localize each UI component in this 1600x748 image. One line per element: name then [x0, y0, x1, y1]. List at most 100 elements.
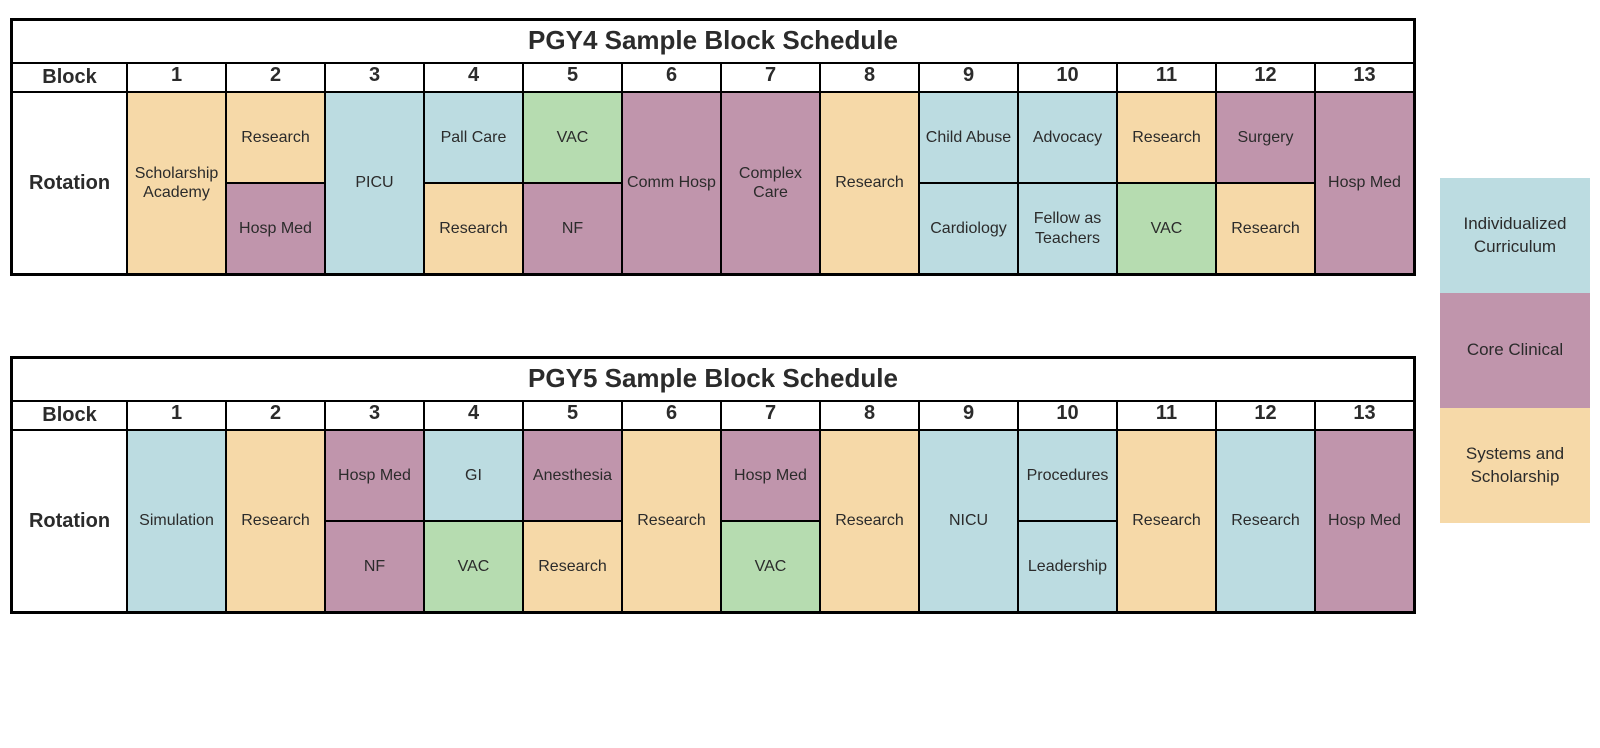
block-column: AnesthesiaResearch: [524, 431, 623, 611]
block-column: Complex Care: [722, 93, 821, 273]
block-number-header: 5: [524, 64, 623, 91]
block-number-header: 13: [1316, 64, 1413, 91]
block-column: Comm Hosp: [623, 93, 722, 273]
rotation-cell: Research: [1118, 431, 1215, 611]
rotation-cell: Hosp Med: [1316, 93, 1413, 273]
block-column: Simulation: [128, 431, 227, 611]
block-column: Hosp Med: [1316, 93, 1413, 273]
block-number-header: 12: [1217, 402, 1316, 429]
rotation-cell: Hosp Med: [326, 431, 423, 522]
rotation-cell: Research: [1217, 431, 1314, 611]
rotation-cell: VAC: [524, 93, 621, 184]
rotation-cell: Research: [623, 431, 720, 611]
block-number-header: 10: [1019, 402, 1118, 429]
rotation-cell: Research: [1217, 184, 1314, 273]
block-column: ProceduresLeadership: [1019, 431, 1118, 611]
block-header-label: Block: [13, 402, 128, 429]
block-number-header: 8: [821, 402, 920, 429]
block-number-header: 9: [920, 402, 1019, 429]
block-number-header: 11: [1118, 402, 1217, 429]
block-number-header: 2: [227, 402, 326, 429]
block-column: Research: [623, 431, 722, 611]
rotation-cell: NF: [524, 184, 621, 273]
rotation-cell: Leadership: [1019, 522, 1116, 611]
rotation-cell: Pall Care: [425, 93, 522, 184]
block-column: Research: [1118, 431, 1217, 611]
rotation-cell: Research: [524, 522, 621, 611]
block-column: Research: [821, 93, 920, 273]
block-number-header: 5: [524, 402, 623, 429]
rotation-cell: Complex Care: [722, 93, 819, 273]
rotation-cell: Advocacy: [1019, 93, 1116, 184]
page-root: PGY4 Sample Block ScheduleBlock123456789…: [10, 18, 1590, 614]
block-number-header: 11: [1118, 64, 1217, 91]
rotation-cell: Hosp Med: [227, 184, 324, 273]
rotation-cell: GI: [425, 431, 522, 522]
block-number-header: 12: [1217, 64, 1316, 91]
schedule-title: PGY5 Sample Block Schedule: [13, 359, 1413, 402]
block-number-header: 2: [227, 64, 326, 91]
block-number-header: 6: [623, 402, 722, 429]
block-column: Pall CareResearch: [425, 93, 524, 273]
block-column: Research: [227, 431, 326, 611]
legend-item: Core Clinical: [1440, 293, 1590, 408]
rotation-cell: Comm Hosp: [623, 93, 720, 273]
rotation-cell: Research: [227, 93, 324, 184]
rotation-cell: Anesthesia: [524, 431, 621, 522]
rotation-cell: Child Abuse: [920, 93, 1017, 184]
block-column: NICU: [920, 431, 1019, 611]
rotation-cell: Procedures: [1019, 431, 1116, 522]
block-number-header: 1: [128, 402, 227, 429]
rotation-cell: PICU: [326, 93, 423, 273]
rotation-cell: Hosp Med: [722, 431, 819, 522]
block-number-header: 7: [722, 64, 821, 91]
block-column: VACNF: [524, 93, 623, 273]
rotation-cell: Scholarship Academy: [128, 93, 225, 273]
legend-item: Systems and Scholarship: [1440, 408, 1590, 523]
rotation-cell: Research: [1118, 93, 1215, 184]
rotation-cell: NICU: [920, 431, 1017, 611]
block-column: Hosp MedVAC: [722, 431, 821, 611]
rotation-cell: Hosp Med: [1316, 431, 1413, 611]
block-number-header: 4: [425, 64, 524, 91]
header-row: Block12345678910111213: [13, 402, 1413, 431]
block-column: GIVAC: [425, 431, 524, 611]
block-number-header: 13: [1316, 402, 1413, 429]
schedule-table: PGY4 Sample Block ScheduleBlock123456789…: [10, 18, 1416, 276]
block-column: Hosp MedNF: [326, 431, 425, 611]
block-number-header: 1: [128, 64, 227, 91]
block-column: Scholarship Academy: [128, 93, 227, 273]
block-number-header: 3: [326, 64, 425, 91]
rotation-row-label: Rotation: [13, 93, 128, 273]
block-column: Research: [821, 431, 920, 611]
block-column: Research: [1217, 431, 1316, 611]
block-column: SurgeryResearch: [1217, 93, 1316, 273]
rotation-cell: Research: [821, 431, 918, 611]
rotation-cell: NF: [326, 522, 423, 611]
rotation-cell: Research: [821, 93, 918, 273]
block-column: Child AbuseCardiology: [920, 93, 1019, 273]
rotation-cell: Research: [227, 431, 324, 611]
schedule-title: PGY4 Sample Block Schedule: [13, 21, 1413, 64]
schedule-tables-container: PGY4 Sample Block ScheduleBlock123456789…: [10, 18, 1416, 614]
legend-item: Individualized Curriculum: [1440, 178, 1590, 293]
rotation-row-label: Rotation: [13, 431, 128, 611]
block-column: Hosp Med: [1316, 431, 1413, 611]
block-number-header: 8: [821, 64, 920, 91]
rotation-cell: Cardiology: [920, 184, 1017, 273]
block-header-label: Block: [13, 64, 128, 91]
block-number-header: 4: [425, 402, 524, 429]
rotation-cell: VAC: [722, 522, 819, 611]
rotation-cell: VAC: [425, 522, 522, 611]
block-number-header: 10: [1019, 64, 1118, 91]
block-column: AdvocacyFellow as Teachers: [1019, 93, 1118, 273]
header-row: Block12345678910111213: [13, 64, 1413, 93]
legend: Individualized CurriculumCore ClinicalSy…: [1440, 178, 1590, 523]
block-number-header: 7: [722, 402, 821, 429]
rotation-row: RotationSimulationResearchHosp MedNFGIVA…: [13, 431, 1413, 611]
block-column: ResearchVAC: [1118, 93, 1217, 273]
block-number-header: 9: [920, 64, 1019, 91]
rotation-cell: VAC: [1118, 184, 1215, 273]
rotation-row: RotationScholarship AcademyResearchHosp …: [13, 93, 1413, 273]
rotation-cell: Research: [425, 184, 522, 273]
